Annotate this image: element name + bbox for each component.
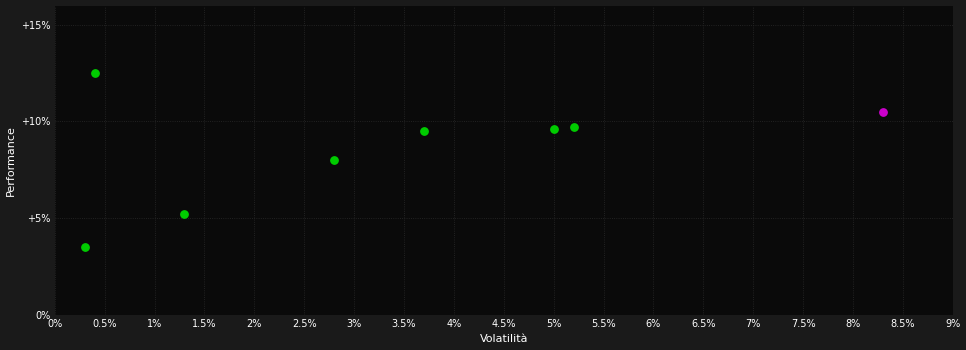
Point	[875, 109, 891, 115]
X-axis label: Volatilità: Volatilità	[479, 335, 528, 344]
Y-axis label: Performance: Performance	[6, 125, 15, 196]
Point	[327, 158, 342, 163]
Point	[87, 70, 102, 76]
Point	[546, 126, 561, 132]
Point	[566, 125, 582, 130]
Point	[177, 211, 192, 217]
Point	[77, 244, 93, 250]
Point	[416, 128, 432, 134]
